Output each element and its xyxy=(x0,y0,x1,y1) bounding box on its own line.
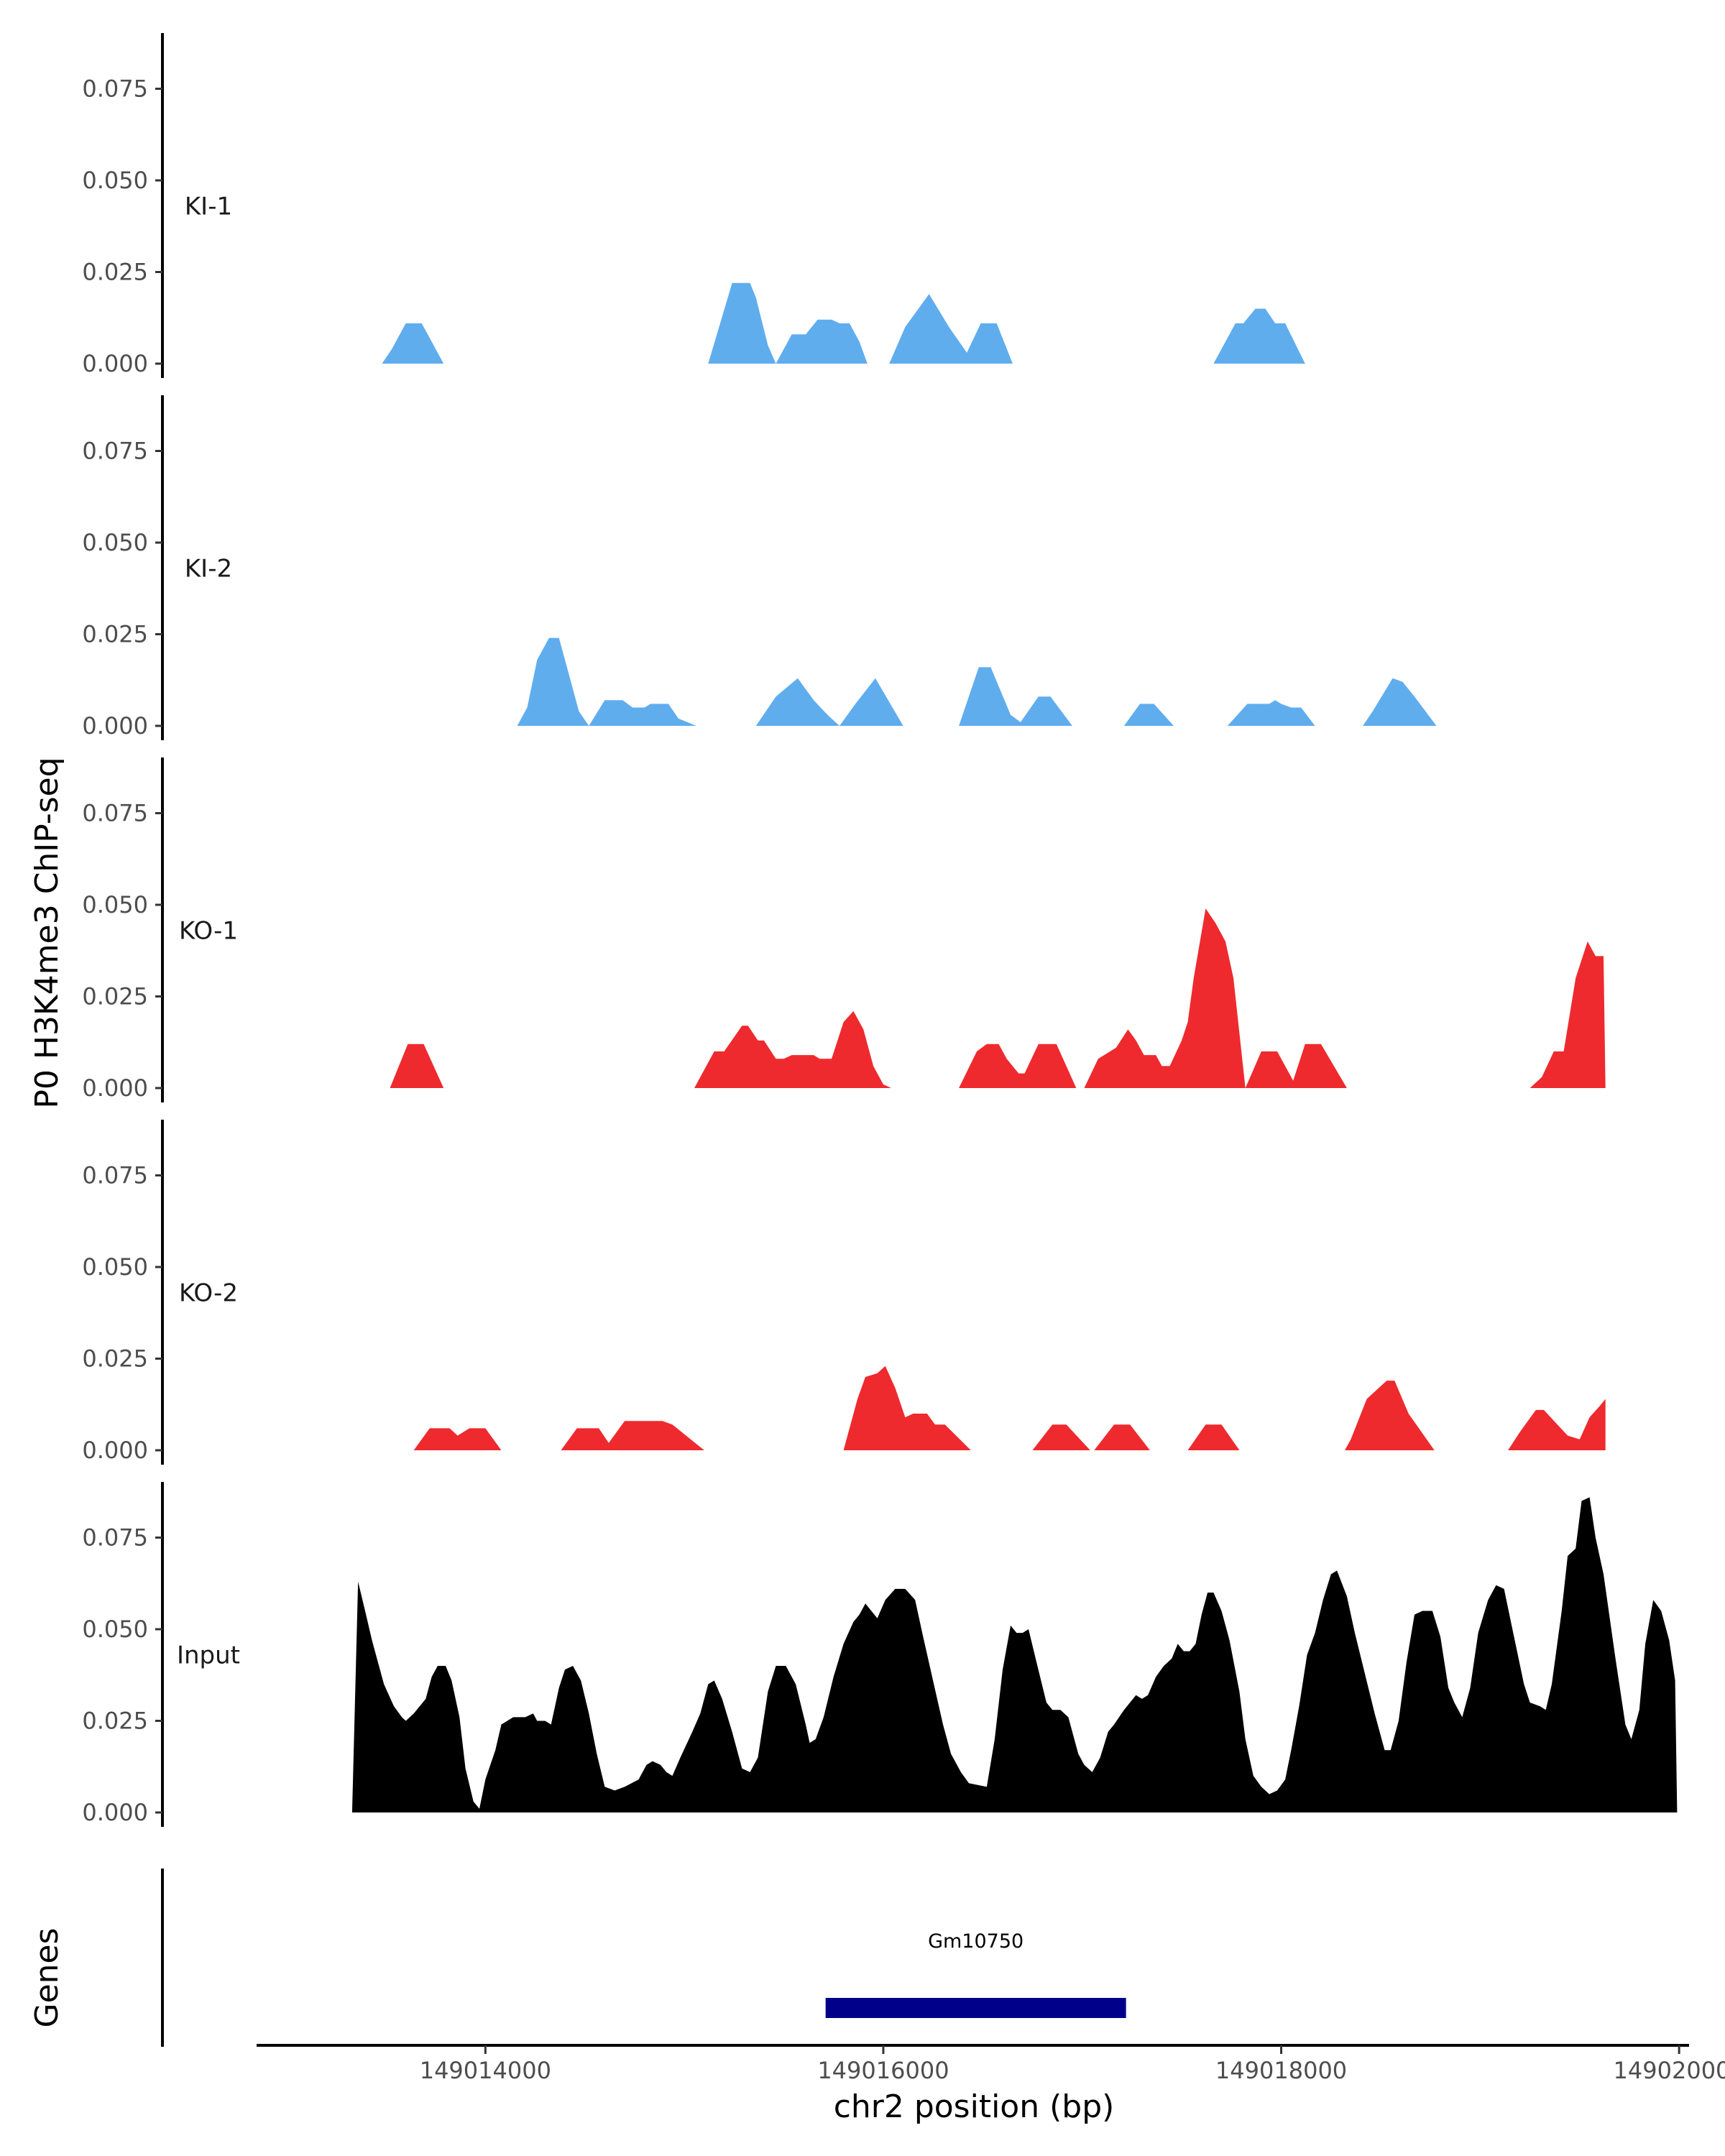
gene-panel: Gm10750 xyxy=(161,1869,1126,2047)
coverage-peak xyxy=(351,1497,1678,1812)
coverage-peak xyxy=(390,1044,444,1088)
coverage-peak xyxy=(1094,1424,1150,1450)
coverage-peak xyxy=(694,1010,891,1088)
y-tick-label: 0.050 xyxy=(82,167,148,194)
coverage-peak xyxy=(708,282,776,364)
x-tick-label: 149020000 xyxy=(1614,2057,1725,2084)
coverage-peak xyxy=(959,667,1072,726)
y-tick-label: 0.000 xyxy=(82,1074,148,1102)
y-tick-label: 0.000 xyxy=(82,350,148,377)
track-label: KO-2 xyxy=(179,1279,238,1308)
coverage-peak xyxy=(840,678,903,726)
x-axis: 149014000 149016000 149018000 149020000 xyxy=(257,2044,1725,2084)
gene-bar xyxy=(825,1998,1126,2018)
genes-axis-title: Genes xyxy=(29,1927,65,2027)
y-axis-title: P0 H3K4me3 ChIP-seq xyxy=(29,757,65,1108)
coverage-peak xyxy=(959,1044,1077,1088)
coverage-peak xyxy=(755,678,840,726)
coverage-peak xyxy=(382,323,444,364)
track-ko-2: 0.000 0.025 0.050 0.075 KO-2 xyxy=(82,1120,1606,1465)
track-ko-1: 0.000 0.025 0.050 0.075 KO-1 xyxy=(82,757,1606,1102)
coverage-peak xyxy=(1084,908,1246,1088)
y-tick-label: 0.050 xyxy=(82,529,148,556)
x-axis-title: chr2 position (bp) xyxy=(834,2088,1115,2125)
y-tick-label: 0.000 xyxy=(82,712,148,740)
gene-name-label: Gm10750 xyxy=(928,1930,1024,1953)
coverage-peak xyxy=(1227,700,1315,726)
y-tick-label: 0.025 xyxy=(82,621,148,648)
track-label: KO-1 xyxy=(179,917,238,946)
y-tick-label: 0.025 xyxy=(82,1708,148,1735)
track-ki-1: 0.000 0.025 0.050 0.075 KI-1 xyxy=(82,33,1305,378)
track-input: 0.000 0.025 0.050 0.075 Input xyxy=(82,1482,1678,1827)
coverage-peak xyxy=(1363,678,1437,726)
track-ki-2: 0.000 0.025 0.050 0.075 KI-2 xyxy=(82,395,1437,740)
coverage-peak xyxy=(1213,308,1305,364)
y-tick-label: 0.075 xyxy=(82,75,148,103)
coverage-peak xyxy=(843,1365,971,1450)
track-label: KI-1 xyxy=(185,193,232,221)
coverage-peak xyxy=(1032,1424,1090,1450)
y-tick-label: 0.000 xyxy=(82,1437,148,1464)
y-tick-label: 0.075 xyxy=(82,1524,148,1552)
coverage-peak xyxy=(1123,704,1174,726)
coverage-peak xyxy=(561,1421,704,1450)
y-tick-label: 0.075 xyxy=(82,1162,148,1189)
y-tick-label: 0.050 xyxy=(82,1253,148,1281)
coverage-peak xyxy=(776,319,868,364)
y-tick-label: 0.025 xyxy=(82,1345,148,1373)
coverage-peak xyxy=(1187,1424,1240,1450)
coverage-peak xyxy=(1245,1044,1347,1088)
coverage-peak xyxy=(517,637,696,726)
x-tick-label: 149018000 xyxy=(1215,2057,1347,2084)
track-label: KI-2 xyxy=(185,555,232,584)
x-tick-label: 149016000 xyxy=(817,2057,949,2084)
y-tick-label: 0.050 xyxy=(82,891,148,918)
coverage-peak xyxy=(1530,941,1606,1088)
coverage-peak xyxy=(889,294,1013,364)
y-tick-label: 0.000 xyxy=(82,1799,148,1826)
y-tick-label: 0.075 xyxy=(82,438,148,465)
coverage-peak xyxy=(413,1428,502,1450)
coverage-peak xyxy=(1345,1381,1435,1450)
y-tick-label: 0.025 xyxy=(82,259,148,286)
tracks: 0.0000.0250.0500.075KI-10.0000.0250.0500… xyxy=(82,33,1678,1827)
y-tick-label: 0.050 xyxy=(82,1616,148,1643)
x-tick-label: 149014000 xyxy=(420,2057,551,2084)
y-tick-label: 0.025 xyxy=(82,983,148,1010)
track-label: Input xyxy=(177,1641,240,1670)
y-tick-label: 0.075 xyxy=(82,800,148,827)
coverage-peak xyxy=(1508,1399,1606,1450)
